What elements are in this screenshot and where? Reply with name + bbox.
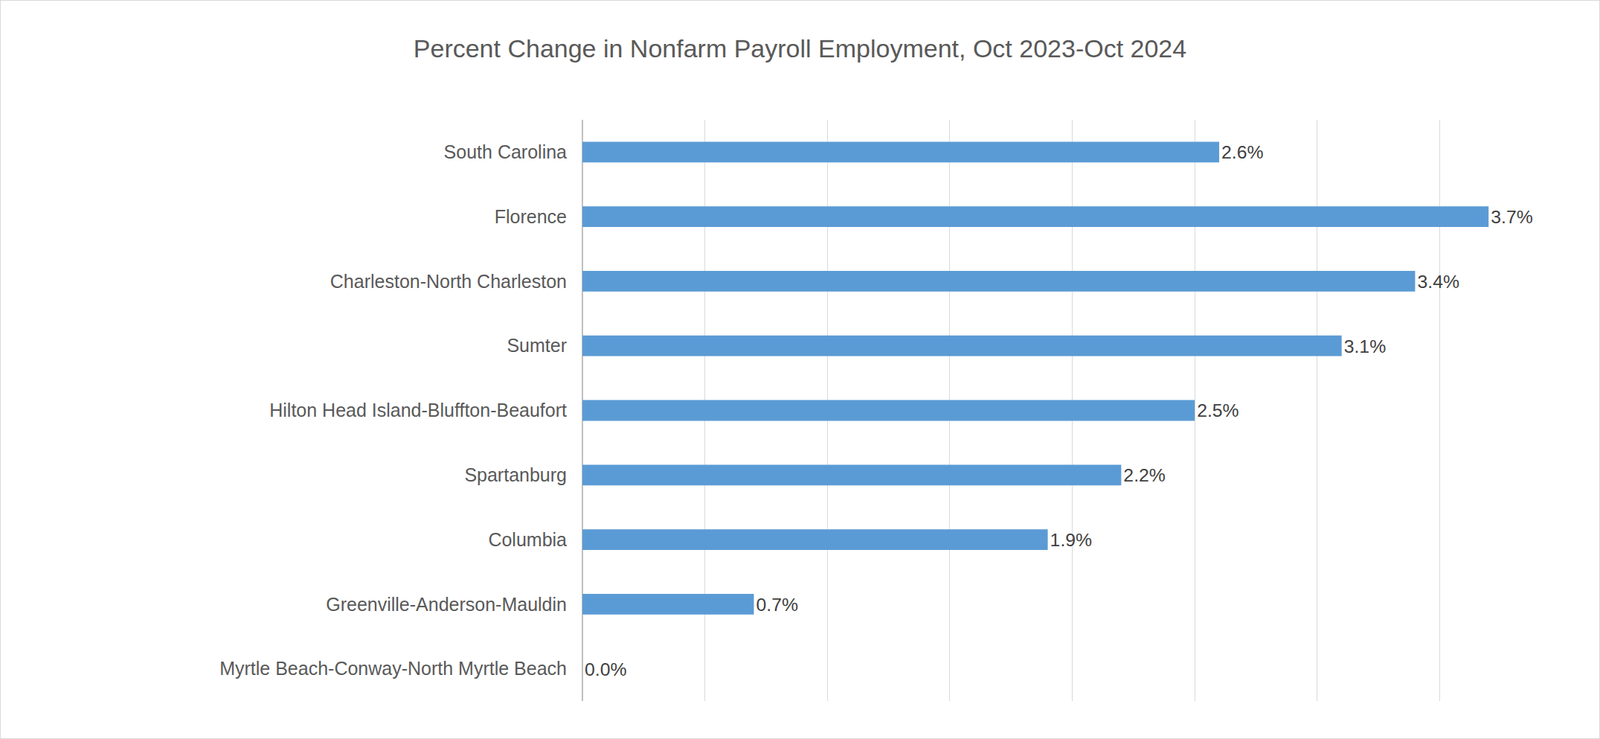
svg-text:2.6%: 2.6% <box>1221 142 1264 163</box>
svg-text:0.0%: 0.0% <box>584 659 627 680</box>
svg-text:3.7%: 3.7% <box>1490 206 1533 227</box>
svg-text:South Carolina: South Carolina <box>444 141 567 163</box>
svg-text:Myrtle Beach-Conway-North Myrt: Myrtle Beach-Conway-North Myrtle Beach <box>219 657 567 679</box>
svg-text:Spartanburg: Spartanburg <box>464 464 567 485</box>
svg-text:1.9%: 1.9% <box>1050 529 1092 550</box>
svg-text:Florence: Florence <box>494 206 567 227</box>
svg-text:Hilton Head Island-Bluffton-Be: Hilton Head Island-Bluffton-Beaufort <box>269 399 567 421</box>
svg-text:Columbia: Columbia <box>487 528 567 550</box>
svg-text:Greenville-Anderson-Mauldin: Greenville-Anderson-Mauldin <box>325 593 567 615</box>
svg-text:Percent Change in Nonfarm Payr: Percent Change in Nonfarm Payroll Employ… <box>413 34 1187 63</box>
svg-text:Charleston-North Charleston: Charleston-North Charleston <box>330 270 567 292</box>
svg-text:0.7%: 0.7% <box>755 594 798 615</box>
svg-text:2.2%: 2.2% <box>1123 464 1165 485</box>
svg-text:Sumter: Sumter <box>506 334 567 356</box>
svg-text:2.5%: 2.5% <box>1196 400 1239 421</box>
svg-text:3.4%: 3.4% <box>1417 271 1459 292</box>
svg-text:3.1%: 3.1% <box>1344 336 1386 357</box>
